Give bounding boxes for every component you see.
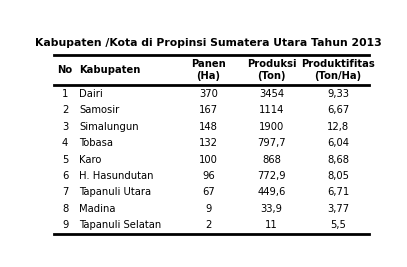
Text: Tapanuli Utara: Tapanuli Utara — [79, 187, 151, 197]
Text: 6,71: 6,71 — [327, 187, 349, 197]
Text: 6: 6 — [62, 171, 68, 181]
Text: 9: 9 — [206, 204, 212, 214]
Text: 8,05: 8,05 — [327, 171, 349, 181]
Text: 3: 3 — [62, 121, 68, 132]
Text: Kabupaten: Kabupaten — [79, 65, 141, 75]
Text: Dairi: Dairi — [79, 89, 103, 99]
Text: No: No — [57, 65, 72, 75]
Text: 868: 868 — [262, 155, 281, 164]
Text: 167: 167 — [199, 105, 218, 115]
Text: 1114: 1114 — [259, 105, 284, 115]
Text: 11: 11 — [265, 220, 278, 230]
Text: Produksi
(Ton): Produksi (Ton) — [247, 59, 296, 81]
Text: Samosir: Samosir — [79, 105, 120, 115]
Text: 5: 5 — [62, 155, 68, 164]
Text: 100: 100 — [199, 155, 218, 164]
Text: 5,5: 5,5 — [330, 220, 346, 230]
Text: 12,8: 12,8 — [327, 121, 349, 132]
Text: 2: 2 — [62, 105, 68, 115]
Text: Kabupaten /Kota di Propinsi Sumatera Utara Tahun 2013: Kabupaten /Kota di Propinsi Sumatera Uta… — [35, 38, 382, 48]
Text: 3,77: 3,77 — [327, 204, 349, 214]
Text: 7: 7 — [62, 187, 68, 197]
Text: Tobasa: Tobasa — [79, 138, 113, 148]
Text: Madina: Madina — [79, 204, 116, 214]
Text: 132: 132 — [199, 138, 218, 148]
Text: 67: 67 — [202, 187, 215, 197]
Text: H. Hasundutan: H. Hasundutan — [79, 171, 154, 181]
Text: 6,67: 6,67 — [327, 105, 349, 115]
Text: Simalungun: Simalungun — [79, 121, 139, 132]
Text: 148: 148 — [199, 121, 218, 132]
Text: 96: 96 — [202, 171, 215, 181]
Text: 797,7: 797,7 — [257, 138, 286, 148]
Text: 33,9: 33,9 — [260, 204, 283, 214]
Text: Tapanuli Selatan: Tapanuli Selatan — [79, 220, 162, 230]
Text: 772,9: 772,9 — [257, 171, 286, 181]
Text: 8: 8 — [62, 204, 68, 214]
Text: 9,33: 9,33 — [327, 89, 349, 99]
Text: 2: 2 — [206, 220, 212, 230]
Text: 3454: 3454 — [259, 89, 284, 99]
Text: Karo: Karo — [79, 155, 102, 164]
Text: 6,04: 6,04 — [327, 138, 349, 148]
Text: 370: 370 — [199, 89, 218, 99]
Text: 449,6: 449,6 — [258, 187, 286, 197]
Text: 1: 1 — [62, 89, 68, 99]
Text: 8,68: 8,68 — [327, 155, 349, 164]
Text: Panen
(Ha): Panen (Ha) — [191, 59, 226, 81]
Text: 9: 9 — [62, 220, 68, 230]
Text: 4: 4 — [62, 138, 68, 148]
Text: Produktifitas
(Ton/Ha): Produktifitas (Ton/Ha) — [301, 59, 375, 81]
Text: 1900: 1900 — [259, 121, 284, 132]
